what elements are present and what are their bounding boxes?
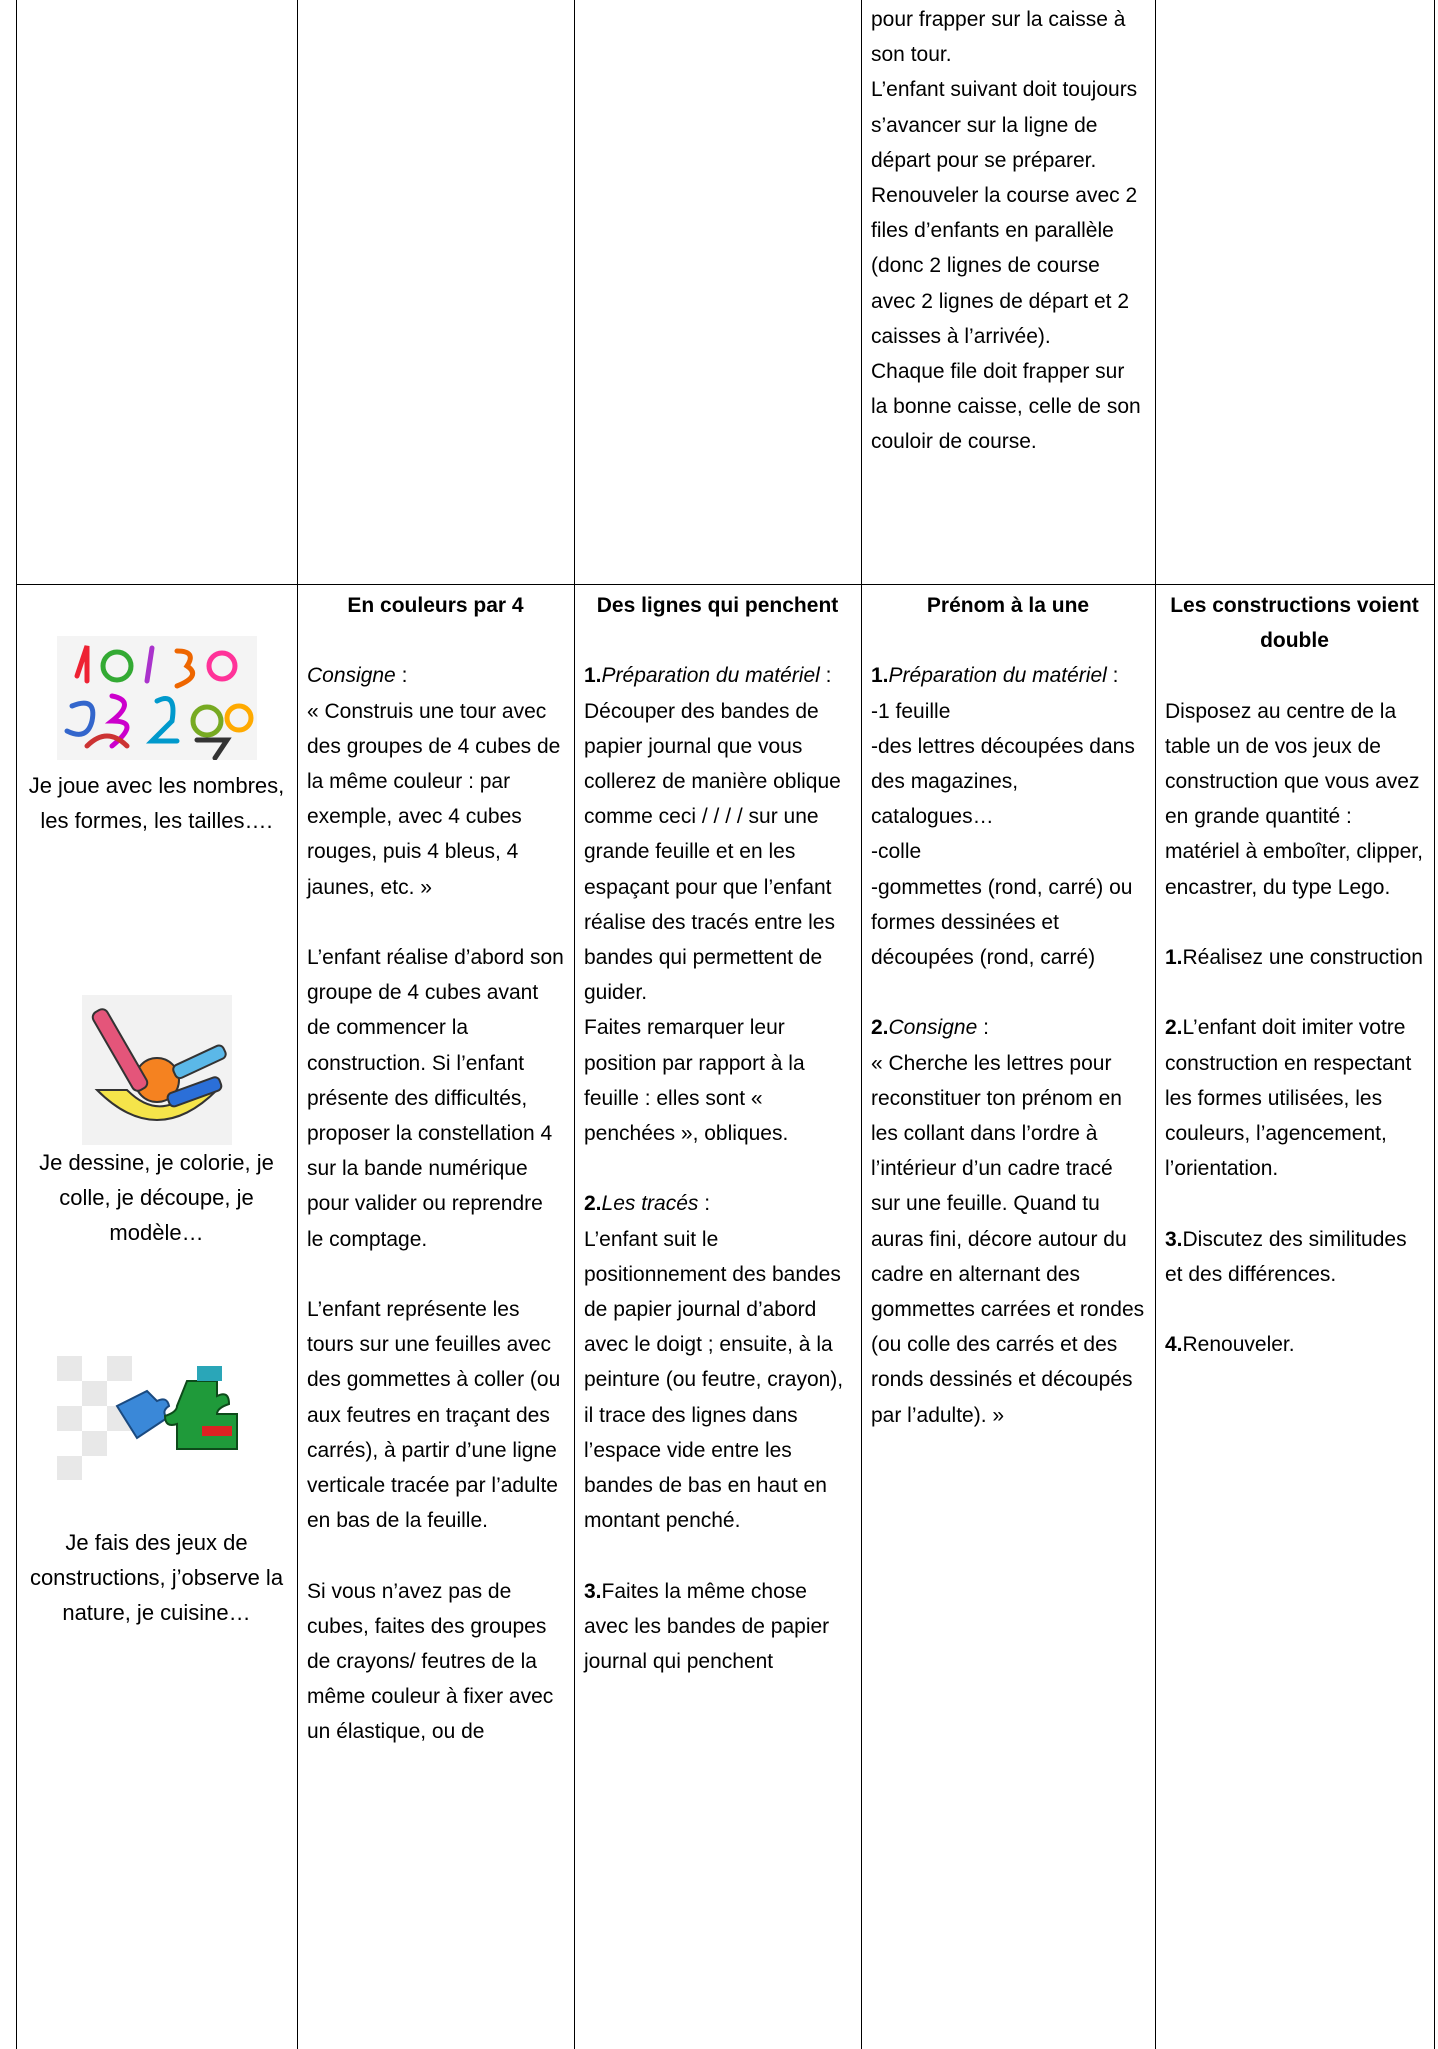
text-run: Faites la même chose avec les bandes de … [584,1579,830,1674]
text-run: 1. [871,664,889,688]
text-run: 2. [871,1016,889,1040]
activity-title: Prénom à la une [926,594,1090,617]
text-run: Préparation du matériel [888,664,1107,688]
table-border [861,0,862,2049]
paragraph: 2.Les tracés : L’enfant suit le positionn… [584,1186,851,1538]
cell: Les constructions voient double Disposez … [1155,588,1434,2049]
text-line: -des lettres découpées dans des magazine… [871,734,1135,829]
text-run: : [1106,664,1119,688]
text-run: 1. [1165,946,1183,969]
paragraph: L’enfant représente les tours sur une fe… [307,1292,564,1538]
text-line: « Construis une tour avec des groupes de… [307,699,561,899]
numbers-image [57,636,257,760]
paragraph: 1.Préparation du matériel : -1 feuille -de… [871,658,1145,975]
drawing-image [82,995,232,1145]
text-line: 3.Faites la même chose avec les bandes d… [584,1574,851,1680]
text-line: 3.Discutez des similitudes et des différ… [1165,1222,1424,1292]
text-run: L’enfant doit imiter votre construction … [1165,1016,1412,1181]
table-border [574,0,575,2049]
text-line: 1.Préparation du matériel : [584,658,851,693]
text-run: Préparation du matériel [601,664,820,688]
text-run: Renouveler. [1182,1333,1295,1357]
text-run: Réalisez une construction [1182,946,1423,969]
text-line: pour frapper sur la caisse à son tour. [871,8,1126,67]
text-run: : [395,664,408,688]
cell: Prénom à la une 1.Préparation du matériel… [861,588,1155,2049]
paragraph: 3.Discutez des similitudes et des différ… [1165,1222,1424,1292]
activity-title: En couleurs par 4 [347,594,524,617]
text-run: Consigne [307,664,396,688]
table-border [1434,0,1435,2049]
paragraph: 1.Réalisez une construction [1165,940,1424,975]
text-line: Chaque file doit frapper sur la bonne ca… [871,360,1141,454]
text-run: : [819,664,832,688]
text-line: L’enfant suit le positionnement des band… [584,1227,844,1533]
paragraph: Si vous n’avez pas de cubes, faites des … [307,1574,564,1750]
table-border [297,0,298,2049]
cell: En couleurs par 4 Consigne : « Construis u… [297,588,574,2049]
text-line: L’enfant réalise d’abord son groupe de 4… [307,946,564,1251]
text-line: Faites remarquer leur position par rappo… [584,1016,805,1146]
text-line: L’enfant représente les tours sur une fe… [307,1298,561,1533]
paragraph: 4.Renouveler. [1165,1327,1424,1362]
text-line: Si vous n’avez pas de cubes, faites des … [307,1579,554,1744]
puzzle-image [57,1356,238,1480]
text-line: 2.L’enfant doit imiter votre constructio… [1165,1010,1424,1186]
text-run: 2. [584,1192,602,1216]
table-border [16,584,1435,585]
table-border [1155,0,1156,2049]
text-run: : [977,1016,989,1040]
table-border [16,0,17,2049]
paragraph: 2.L’enfant doit imiter votre constructio… [1165,1010,1424,1186]
paragraph: 1.Préparation du matériel : Découper des … [584,658,851,1151]
text-line: -1 feuille [871,699,951,723]
cell: pour frapper sur la caisse à son tour. L’… [861,2,1155,460]
text-run: Les tracés [601,1192,699,1216]
text-line: 2.Consigne : [871,1010,1145,1045]
text-line: -colle [871,840,922,864]
text-line: 1.Réalisez une construction [1165,940,1424,975]
text-line: Consigne : [307,658,564,693]
paragraph: Disposez au centre de la table un de vos… [1165,694,1424,905]
text-line: 2.Les tracés : [584,1186,851,1221]
text-run: 3. [1165,1227,1183,1251]
paragraph: 2.Consigne : « Cherche les lettres pour r… [871,1010,1145,1432]
text-line: « Cherche les lettres pour reconstituer … [871,1051,1145,1427]
paragraph: Consigne : « Construis une tour avec des … [307,658,564,904]
paragraph: L’enfant réalise d’abord son groupe de 4… [307,940,564,1257]
text-line: Découper des bandes de papier journal qu… [584,699,841,1005]
text-line: Disposez au centre de la table un de vos… [1165,699,1423,899]
domain-label: Je joue avec les nombres, les formes, le… [28,773,285,834]
text-run: Discutez des similitudes et des différen… [1165,1227,1407,1286]
cell: Des lignes qui penchent 1.Préparation du … [574,588,861,2049]
text-line: -gommettes (rond, carré) ou formes dessi… [871,875,1133,970]
text-line: L’enfant suivant doit toujours s’avancer… [871,78,1138,172]
text-run: 2. [1165,1016,1183,1040]
text-run: Consigne [888,1016,978,1040]
domain-label: Je dessine, je colorie, je colle, je déc… [39,1150,274,1246]
text-run: 3. [584,1579,602,1603]
text-line: Renouveler la course avec 2 files d’enfa… [871,184,1138,348]
text-run: 4. [1165,1333,1183,1357]
paragraph: 3.Faites la même chose avec les bandes d… [584,1574,851,1680]
domain-label: Je fais des jeux de constructions, j’obs… [29,1530,284,1626]
activity-title: Les constructions voient double [1170,594,1419,653]
text-line: 1.Préparation du matériel : [871,658,1145,693]
text-line: 4.Renouveler. [1165,1327,1424,1362]
activity-title: Des lignes qui penchent [596,594,839,617]
text-run: 1. [584,664,602,688]
text-run: : [698,1192,711,1216]
